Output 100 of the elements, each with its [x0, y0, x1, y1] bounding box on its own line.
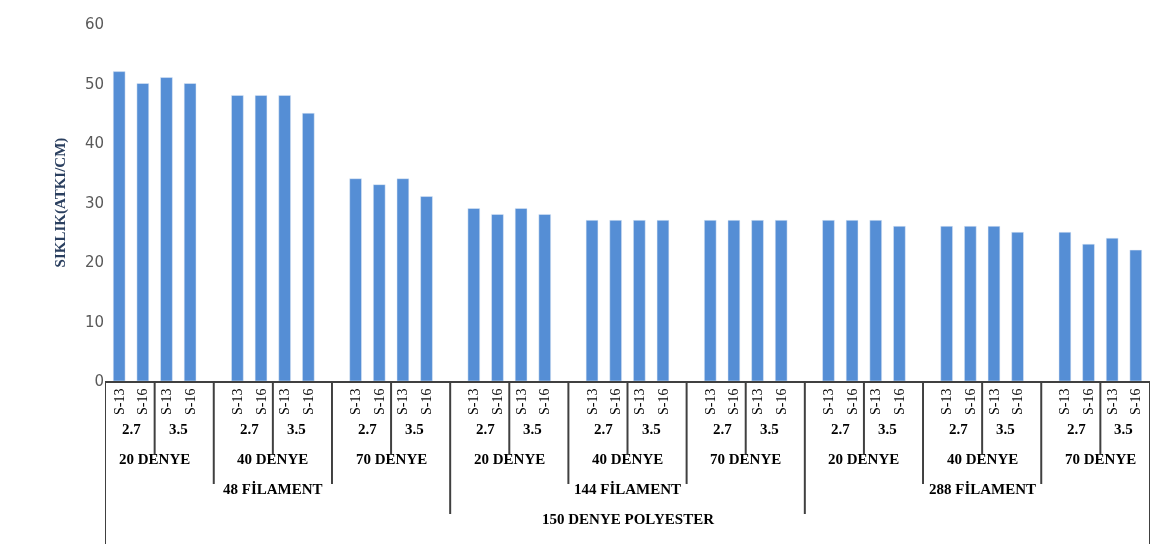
- x-tick-label: S-13: [750, 388, 766, 416]
- bar: [183, 83, 197, 381]
- bar: [278, 95, 291, 381]
- bar: [1082, 243, 1095, 381]
- text: 288 FİLAMENT: [929, 481, 1037, 497]
- bar: [656, 220, 670, 381]
- bar: [160, 77, 173, 381]
- x-tick-label: S-13: [939, 388, 955, 416]
- x-tick-label: S-13: [986, 388, 1002, 416]
- text: 20 DENYE: [474, 451, 546, 467]
- bar: [964, 226, 977, 381]
- x-tick-label: S-13: [348, 388, 364, 416]
- y-tick-label: 30: [84, 193, 104, 212]
- bar: [538, 214, 551, 381]
- text: 2.7: [949, 421, 969, 437]
- x-tick-label: S-13: [1104, 388, 1120, 416]
- bar: [254, 95, 268, 381]
- text: 3.5: [996, 421, 1015, 437]
- text: 3.5: [287, 421, 306, 437]
- x-tick-label: S-16: [300, 388, 316, 416]
- bar: [396, 178, 410, 381]
- x-tick-label: S-16: [844, 388, 860, 416]
- bar: [845, 220, 859, 381]
- y-tick-label: 50: [84, 74, 104, 93]
- x-tick-label: S-13: [277, 388, 293, 416]
- text: 3.5: [169, 421, 188, 437]
- text: 3.5: [642, 421, 661, 437]
- y-tick-label: 60: [84, 15, 104, 34]
- y-tick-label: 10: [84, 312, 104, 331]
- x-tick-label: S-13: [395, 388, 411, 416]
- x-tick-label: S-16: [1010, 388, 1026, 416]
- x-tick-label: S-16: [608, 388, 624, 416]
- y-tick-label: 40: [84, 134, 104, 153]
- text: 3.5: [760, 421, 779, 437]
- text: 40 DENYE: [237, 451, 309, 467]
- x-tick-label: S-16: [135, 388, 151, 416]
- x-tick-label: S-13: [159, 388, 175, 416]
- text: 40 DENYE: [947, 451, 1019, 467]
- x-tick-label: S-16: [962, 388, 978, 416]
- bar: [704, 220, 717, 381]
- x-tick-label: S-13: [229, 388, 245, 416]
- bar: [1058, 232, 1072, 381]
- bar: [633, 220, 646, 381]
- x-tick-label: S-16: [891, 388, 907, 416]
- x-tick-label: S-16: [490, 388, 506, 416]
- x-tick-label: S-16: [1081, 388, 1097, 416]
- text: 3.5: [405, 421, 424, 437]
- text: 2.7: [122, 421, 142, 437]
- x-tick-label: S-13: [111, 388, 127, 416]
- x-tick-label: S-16: [1128, 388, 1144, 416]
- text: 2.7: [594, 421, 614, 437]
- text: 20 DENYE: [119, 451, 191, 467]
- text: 150 DENYE POLYESTER: [542, 511, 715, 527]
- bar: [491, 214, 504, 381]
- bar: [113, 71, 126, 381]
- x-tick-label: S-13: [631, 388, 647, 416]
- bar: [349, 178, 362, 381]
- text: 2.7: [476, 421, 496, 437]
- bar: [420, 196, 433, 381]
- bar: [987, 226, 1001, 381]
- y-tick-label: 20: [84, 253, 104, 272]
- x-tick-label: S-13: [584, 388, 600, 416]
- x-tick-label: S-13: [466, 388, 482, 416]
- x-tick-label: S-16: [419, 388, 435, 416]
- bar: [373, 184, 386, 381]
- text: 3.5: [878, 421, 897, 437]
- x-tick-label: S-13: [868, 388, 884, 416]
- x-tick-label: S-16: [773, 388, 789, 416]
- bar: [609, 220, 622, 381]
- x-tick-label: S-13: [821, 388, 837, 416]
- text: 3.5: [1114, 421, 1133, 437]
- x-tick-label: S-16: [537, 388, 553, 416]
- text: 144 FİLAMENT: [574, 481, 682, 497]
- bar: [514, 208, 528, 381]
- text: 2.7: [240, 421, 260, 437]
- x-tick-label: S-16: [182, 388, 198, 416]
- text: 20 DENYE: [828, 451, 900, 467]
- bar: [231, 95, 244, 381]
- bar: [1129, 249, 1142, 381]
- text: 2.7: [358, 421, 378, 437]
- bar: [1011, 232, 1024, 381]
- y-axis-title: SIKLIK(ATKI/CM): [52, 137, 70, 268]
- bar: [1106, 237, 1119, 381]
- x-tick-label: S-16: [371, 388, 387, 416]
- bar: [585, 220, 599, 381]
- x-tick-label: S-16: [726, 388, 742, 416]
- x-tick-label: S-13: [702, 388, 718, 416]
- bar: [302, 113, 315, 381]
- x-tick-label: S-16: [655, 388, 671, 416]
- bar: [136, 83, 149, 381]
- x-tick-label: S-13: [513, 388, 529, 416]
- text: 2.7: [831, 421, 851, 437]
- text: 40 DENYE: [592, 451, 664, 467]
- bar: [751, 220, 764, 381]
- bar: [822, 220, 835, 381]
- text: 48 FİLAMENT: [223, 481, 323, 497]
- x-tick-label: S-13: [1057, 388, 1073, 416]
- bar: [727, 220, 741, 381]
- bar: [893, 226, 906, 381]
- text: 2.7: [1067, 421, 1087, 437]
